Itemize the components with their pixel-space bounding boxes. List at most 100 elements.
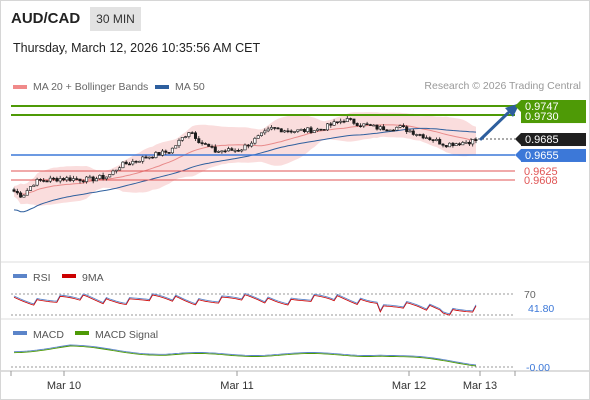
candle-body — [405, 126, 409, 132]
candle-body — [230, 148, 234, 151]
candle-body — [15, 190, 19, 194]
timeframe-badge[interactable]: 30 MIN — [90, 6, 141, 31]
candle-body — [164, 150, 168, 153]
candle-body — [141, 156, 145, 162]
candle-body — [279, 128, 283, 133]
support-label-2: 0.9608 — [524, 175, 558, 187]
candle-body — [266, 128, 270, 132]
candle-body — [144, 156, 148, 159]
candle-body — [464, 141, 468, 144]
symbol-title: AUD/CAD — [11, 10, 81, 27]
ma50-line — [13, 127, 477, 213]
ma50-legend-label: MA 50 — [175, 81, 205, 93]
candle-body — [289, 130, 293, 133]
candle-body — [259, 132, 263, 136]
candle-body — [401, 125, 405, 127]
rsi-line — [13, 293, 477, 315]
candle-body — [434, 139, 438, 141]
candle-body — [415, 134, 419, 136]
candle-body — [114, 169, 118, 172]
x-tick-label: Mar 11 — [220, 380, 253, 392]
x-tick-label: Mar 10 — [47, 380, 81, 392]
candle-body — [296, 129, 300, 132]
candle-body — [203, 143, 207, 145]
candle-body — [187, 132, 191, 137]
candle-body — [48, 177, 52, 182]
last-price-tag-text: 0.9685 — [525, 134, 559, 146]
candle-body — [250, 142, 254, 147]
resistance-tag-2-text: 0.9730 — [525, 111, 559, 123]
candle-body — [236, 149, 240, 152]
rsi-ma-swatch — [62, 274, 76, 278]
candle-body — [200, 142, 204, 144]
candle-body — [197, 138, 201, 143]
candle-body — [428, 137, 432, 140]
candle-body — [352, 118, 356, 124]
candle-body — [147, 156, 151, 159]
candle-body — [457, 143, 461, 146]
rsi-ma-line — [13, 294, 477, 316]
candle-body — [299, 129, 303, 131]
candle-body — [52, 177, 56, 180]
candle-body — [451, 142, 455, 146]
candle-body — [154, 152, 158, 158]
candle-body — [137, 160, 141, 163]
resistance-tag-1-text: 0.9747 — [525, 101, 559, 113]
resistance-tag-2: 0.9730 — [521, 110, 586, 124]
candle-body — [332, 121, 336, 126]
candle-body — [151, 156, 155, 159]
candle-body — [157, 152, 161, 156]
candle-body — [12, 189, 16, 192]
candle-body — [246, 144, 250, 147]
candle-body — [365, 123, 369, 126]
support-label-1: 0.9625 — [524, 166, 558, 178]
candle-body — [309, 127, 313, 133]
macd-signal-line — [13, 345, 477, 367]
candle-body — [75, 178, 79, 180]
candle-body — [19, 192, 23, 198]
candle-body — [22, 194, 26, 198]
candle-body — [108, 174, 112, 178]
last-price-tag-pointer — [515, 133, 521, 146]
last-price-tag-bg — [521, 133, 586, 147]
candle-body — [55, 178, 59, 182]
candle-body — [256, 135, 260, 139]
candle-body — [408, 130, 412, 133]
candle-body — [25, 190, 29, 196]
candle-body — [128, 163, 132, 166]
candle-body — [461, 142, 465, 146]
candle-body — [111, 170, 115, 175]
candle-body — [85, 176, 89, 182]
pivot-tag-text: 0.9655 — [525, 150, 559, 162]
candle-body — [243, 144, 247, 151]
candle-body — [375, 124, 379, 130]
candle-body — [474, 139, 478, 141]
legend-ma50: MA 50 — [155, 80, 205, 94]
candle-body — [368, 124, 372, 126]
candle-body — [388, 129, 392, 132]
candle-body — [194, 132, 198, 139]
candle-body — [180, 137, 184, 141]
resistance-tag-1-bg — [521, 100, 586, 113]
macd-legend-label: MACD — [33, 329, 64, 341]
bollinger-legend-label: MA 20 + Bollinger Bands — [33, 81, 149, 93]
resistance-tag-1-pointer — [515, 100, 521, 112]
candle-body — [101, 175, 105, 180]
candle-body — [190, 132, 194, 134]
candle-body — [306, 127, 310, 132]
candle-body — [104, 176, 108, 180]
candle-body — [35, 179, 39, 186]
candle-body — [167, 152, 171, 154]
candle-body — [283, 130, 287, 133]
candle-body — [32, 184, 36, 187]
candle-body — [421, 134, 425, 139]
candle-body — [253, 138, 257, 144]
candle-body — [263, 130, 267, 134]
datetime-label: Thursday, March 12, 2026 10:35:56 AM CET — [13, 41, 261, 55]
chart-header: AUD/CAD 30 MIN — [11, 6, 141, 31]
up-arrow-shaft — [479, 111, 510, 141]
candle-body — [240, 149, 244, 152]
candle-body — [411, 130, 415, 135]
candle-body — [385, 129, 389, 132]
